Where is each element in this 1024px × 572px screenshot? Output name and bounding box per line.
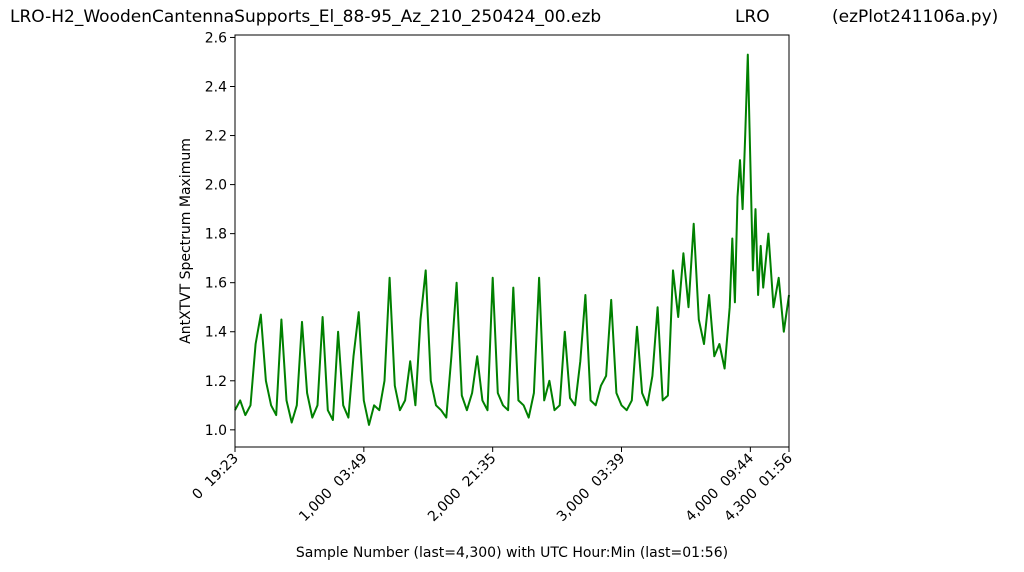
y-tick-label: 2.0 [205, 178, 227, 194]
x-tick-label: 2,000 21:35 [425, 451, 499, 525]
x-axis-label: Sample Number (last=4,300) with UTC Hour… [296, 545, 728, 561]
y-tick-label: 2.6 [205, 30, 227, 46]
chart-title-script: (ezPlot241106a.py) [832, 7, 999, 27]
y-axis-label: AntXTVT Spectrum Maximum [178, 138, 194, 344]
x-tick-label: 3,000 03:39 [554, 451, 628, 525]
chart-title-site: LRO [735, 7, 770, 27]
y-tick-label: 1.4 [205, 325, 227, 341]
plot-frame [234, 34, 790, 448]
data-series-group [234, 53, 790, 426]
y-axis-ticks: 1.0 1.2 1.4 1.6 1.8 2.0 2.2 2.4 2.6 [205, 30, 235, 439]
x-tick-label: 0 19:23 [189, 451, 241, 503]
x-axis-ticks: 0 19:23 1,000 03:49 2,000 21:35 3,000 03:39… [189, 447, 796, 525]
x-tick-label: 1,000 03:49 [296, 451, 370, 525]
data-series-line [234, 53, 790, 426]
chart-title-filename: LRO-H2_WoodenCantennaSupports_El_88-95_A… [10, 7, 602, 27]
y-tick-label: 1.8 [205, 227, 227, 243]
y-tick-label: 1.6 [205, 276, 227, 292]
x-tick-label: 4,300 01:56 [721, 450, 796, 525]
y-tick-label: 1.0 [205, 423, 227, 439]
y-tick-label: 2.4 [205, 80, 227, 96]
y-tick-label: 1.2 [205, 374, 227, 390]
y-tick-label: 2.2 [205, 129, 227, 145]
